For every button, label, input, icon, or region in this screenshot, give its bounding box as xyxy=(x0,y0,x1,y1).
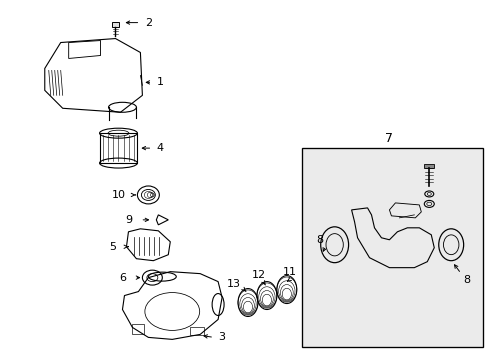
Text: 8: 8 xyxy=(463,275,470,285)
Text: 6: 6 xyxy=(119,273,126,283)
Text: 11: 11 xyxy=(282,267,296,276)
Text: 1: 1 xyxy=(157,77,163,87)
Text: 9: 9 xyxy=(124,215,132,225)
Text: 5: 5 xyxy=(109,242,116,252)
Bar xyxy=(424,164,433,168)
Text: 4: 4 xyxy=(157,143,163,153)
Text: 12: 12 xyxy=(251,270,265,280)
Text: 2: 2 xyxy=(144,18,152,28)
Bar xyxy=(111,22,119,27)
Text: 13: 13 xyxy=(226,279,241,289)
Text: 8: 8 xyxy=(316,235,323,245)
Text: 10: 10 xyxy=(111,190,125,200)
Bar xyxy=(100,133,137,163)
Text: 3: 3 xyxy=(218,332,225,342)
Bar xyxy=(132,324,144,334)
Text: 7: 7 xyxy=(385,132,393,145)
Bar xyxy=(301,148,482,347)
Bar xyxy=(190,328,203,336)
